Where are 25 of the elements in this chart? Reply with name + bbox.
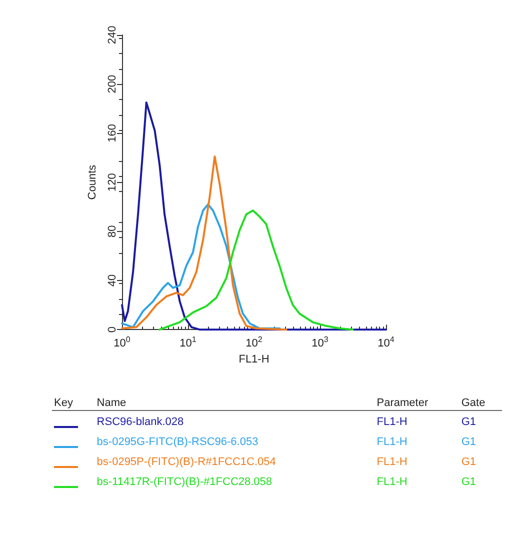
y-tick-label: 120 [106,173,118,192]
text: Parameter [374,396,460,410]
text: FL1-H [376,415,408,430]
y-tick-label: 80 [106,225,118,238]
y-tick-label: 160 [106,124,118,142]
text: G1 [460,475,478,490]
text: Name [94,396,375,410]
text: Key [52,396,95,410]
y-axis-title: Counts [86,164,98,200]
text: Gate [459,396,502,410]
text: FL1-H [376,455,408,470]
text: G1 [460,415,478,430]
legend-label: bs-11417R-(FITC)(B)-#1FCC28.058 [96,475,274,490]
x-axis-title: FL1-H [238,354,270,366]
y-tick-label: 40 [106,274,118,287]
legend-label: bs-0295P-(FITC)(B)-R#1FCC1C.054 [96,455,277,470]
legend-label: bs-0295G-FITC(B)-RSC96-6.053 [96,435,260,450]
text: FL1-H [376,475,408,490]
text: G1 [460,435,478,450]
y-tick-label: 0 [106,326,118,333]
text: G1 [460,455,478,470]
text: FL1-H [376,435,408,450]
y-tick-label: 240 [106,26,118,44]
legend-label: RSC96-blank.028 [96,415,185,430]
y-tick-label: 200 [106,74,118,94]
